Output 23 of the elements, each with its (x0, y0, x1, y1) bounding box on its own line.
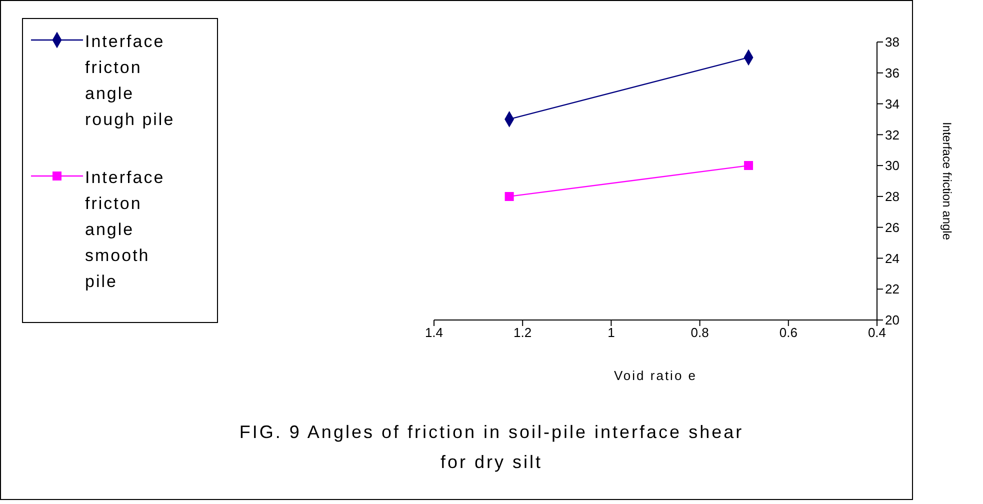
y-tick-label: 26 (885, 220, 900, 235)
x-tick-label: 1.4 (424, 325, 444, 340)
x-tick-label: 0.4 (868, 325, 886, 340)
y-tick-label: 22 (885, 282, 900, 297)
point (744, 161, 754, 170)
y-axis-title: Interface friction angle (940, 122, 954, 240)
legend-label: Interface fricton angle smooth pile (85, 167, 166, 293)
y-tick-label: 20 (885, 312, 900, 328)
text: FIG. 9 Angles of friction in soil-pile interface shear for dry silt (238, 421, 745, 474)
y-tick-label: 38 (885, 34, 900, 50)
y-tick-label: 28 (885, 189, 900, 204)
legend-label: Interface fricton angle rough pile (85, 31, 176, 131)
y-tick-label: 24 (885, 250, 900, 266)
y-tick-label: 34 (885, 96, 900, 112)
y-tick-label: 30 (885, 158, 900, 174)
y-tick-label: 32 (885, 127, 900, 142)
x-axis-title: Void ratio e (614, 368, 698, 383)
y-tick-label: 36 (885, 66, 900, 81)
x-tick-label: 1 (608, 325, 615, 340)
x-tick-label: 0.6 (779, 325, 798, 340)
x-tick-label: 0.8 (690, 325, 709, 340)
x-tick-label: 1.2 (514, 325, 532, 340)
point (504, 192, 514, 201)
